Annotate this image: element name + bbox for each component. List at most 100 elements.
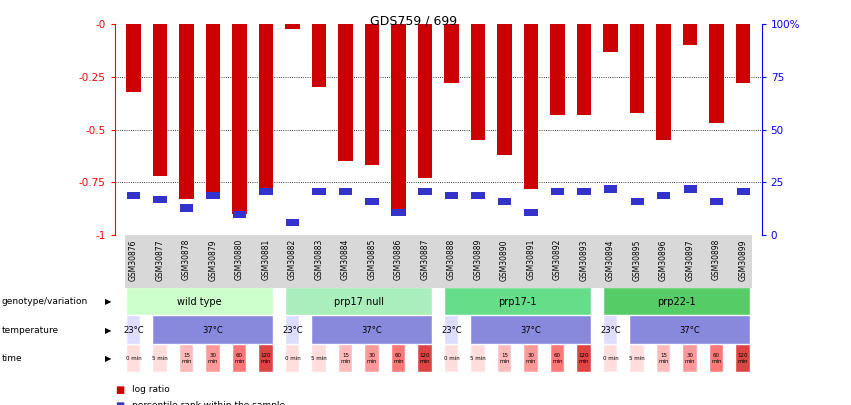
Bar [392, 209, 405, 216]
Bar [603, 24, 618, 52]
Text: 5 min: 5 min [152, 356, 168, 361]
FancyBboxPatch shape [445, 316, 459, 344]
FancyBboxPatch shape [206, 345, 220, 372]
Bar [127, 192, 140, 199]
Text: 0 min: 0 min [126, 356, 141, 361]
FancyBboxPatch shape [577, 345, 591, 372]
Bar [523, 24, 539, 189]
Text: 60
min: 60 min [711, 353, 722, 364]
FancyBboxPatch shape [736, 345, 750, 372]
Text: GSM30887: GSM30887 [420, 239, 430, 281]
Text: GSM30894: GSM30894 [606, 239, 615, 281]
Text: GDS759 / 699: GDS759 / 699 [370, 14, 457, 27]
Text: 37°C: 37°C [680, 326, 700, 335]
Bar [524, 209, 538, 216]
FancyBboxPatch shape [312, 316, 431, 344]
Bar [180, 205, 193, 212]
Text: 23°C: 23°C [600, 326, 621, 335]
Bar [445, 192, 458, 199]
Bar [338, 24, 353, 161]
Bar [207, 192, 220, 199]
Text: 60
min: 60 min [393, 353, 403, 364]
Text: GSM30892: GSM30892 [553, 239, 562, 281]
Bar [683, 185, 697, 193]
Bar [260, 188, 272, 195]
Bar [471, 192, 484, 199]
Bar [418, 24, 432, 178]
Text: 23°C: 23°C [441, 326, 462, 335]
Text: 120
min: 120 min [738, 353, 748, 364]
Text: ■: ■ [115, 385, 124, 395]
Text: 0 min: 0 min [284, 356, 300, 361]
Bar [604, 185, 617, 193]
Text: 15
min: 15 min [659, 353, 669, 364]
Text: 5 min: 5 min [629, 356, 645, 361]
Bar [577, 24, 591, 115]
Text: GSM30884: GSM30884 [341, 239, 350, 281]
Bar [232, 24, 247, 214]
FancyBboxPatch shape [127, 288, 272, 315]
Text: GSM30896: GSM30896 [659, 239, 668, 281]
FancyBboxPatch shape [180, 345, 193, 372]
Bar [551, 24, 565, 115]
FancyBboxPatch shape [312, 345, 326, 372]
Bar [630, 24, 644, 113]
FancyBboxPatch shape [551, 345, 564, 372]
FancyBboxPatch shape [418, 345, 431, 372]
Bar [710, 198, 723, 205]
FancyBboxPatch shape [524, 345, 538, 372]
Bar [657, 192, 670, 199]
Text: 23°C: 23°C [283, 326, 303, 335]
FancyBboxPatch shape [657, 345, 671, 372]
Bar [206, 24, 220, 199]
FancyBboxPatch shape [604, 316, 617, 344]
Text: 120
min: 120 min [420, 353, 431, 364]
FancyBboxPatch shape [445, 345, 459, 372]
FancyBboxPatch shape [710, 345, 723, 372]
Text: GSM30882: GSM30882 [288, 239, 297, 280]
Text: ▶: ▶ [105, 354, 111, 363]
Text: ■: ■ [115, 401, 124, 405]
Bar [444, 24, 459, 83]
Bar [259, 24, 273, 189]
Bar [471, 24, 485, 140]
Text: GSM30898: GSM30898 [712, 239, 721, 281]
Text: prp17-1: prp17-1 [499, 297, 537, 307]
Bar [683, 24, 697, 45]
Text: 37°C: 37°C [521, 326, 541, 335]
Text: time: time [2, 354, 22, 363]
Text: GSM30878: GSM30878 [182, 239, 191, 281]
FancyBboxPatch shape [260, 345, 272, 372]
Text: 30
min: 30 min [526, 353, 536, 364]
Text: GSM30886: GSM30886 [394, 239, 403, 281]
Text: 0 min: 0 min [443, 356, 460, 361]
Bar [365, 198, 379, 205]
FancyBboxPatch shape [498, 345, 511, 372]
Bar [286, 219, 299, 226]
Text: GSM30893: GSM30893 [580, 239, 589, 281]
Text: GSM30888: GSM30888 [447, 239, 456, 280]
Text: GSM30895: GSM30895 [632, 239, 642, 281]
Text: 0 min: 0 min [603, 356, 619, 361]
Bar [180, 24, 194, 199]
Text: GSM30881: GSM30881 [261, 239, 271, 280]
Text: GSM30885: GSM30885 [368, 239, 376, 281]
FancyBboxPatch shape [127, 345, 140, 372]
Text: GSM30890: GSM30890 [500, 239, 509, 281]
Bar [311, 24, 326, 87]
FancyBboxPatch shape [127, 316, 140, 344]
Bar [339, 188, 352, 195]
Text: GSM30891: GSM30891 [527, 239, 535, 281]
FancyBboxPatch shape [604, 288, 750, 315]
FancyBboxPatch shape [339, 345, 352, 372]
Bar [656, 24, 671, 140]
Text: temperature: temperature [2, 326, 59, 335]
Text: prp17 null: prp17 null [334, 297, 384, 307]
Text: 60
min: 60 min [552, 353, 563, 364]
FancyBboxPatch shape [153, 316, 272, 344]
Bar [631, 198, 643, 205]
FancyBboxPatch shape [286, 288, 431, 315]
Text: 37°C: 37°C [203, 326, 223, 335]
Text: 120
min: 120 min [260, 353, 271, 364]
Text: 120
min: 120 min [579, 353, 589, 364]
